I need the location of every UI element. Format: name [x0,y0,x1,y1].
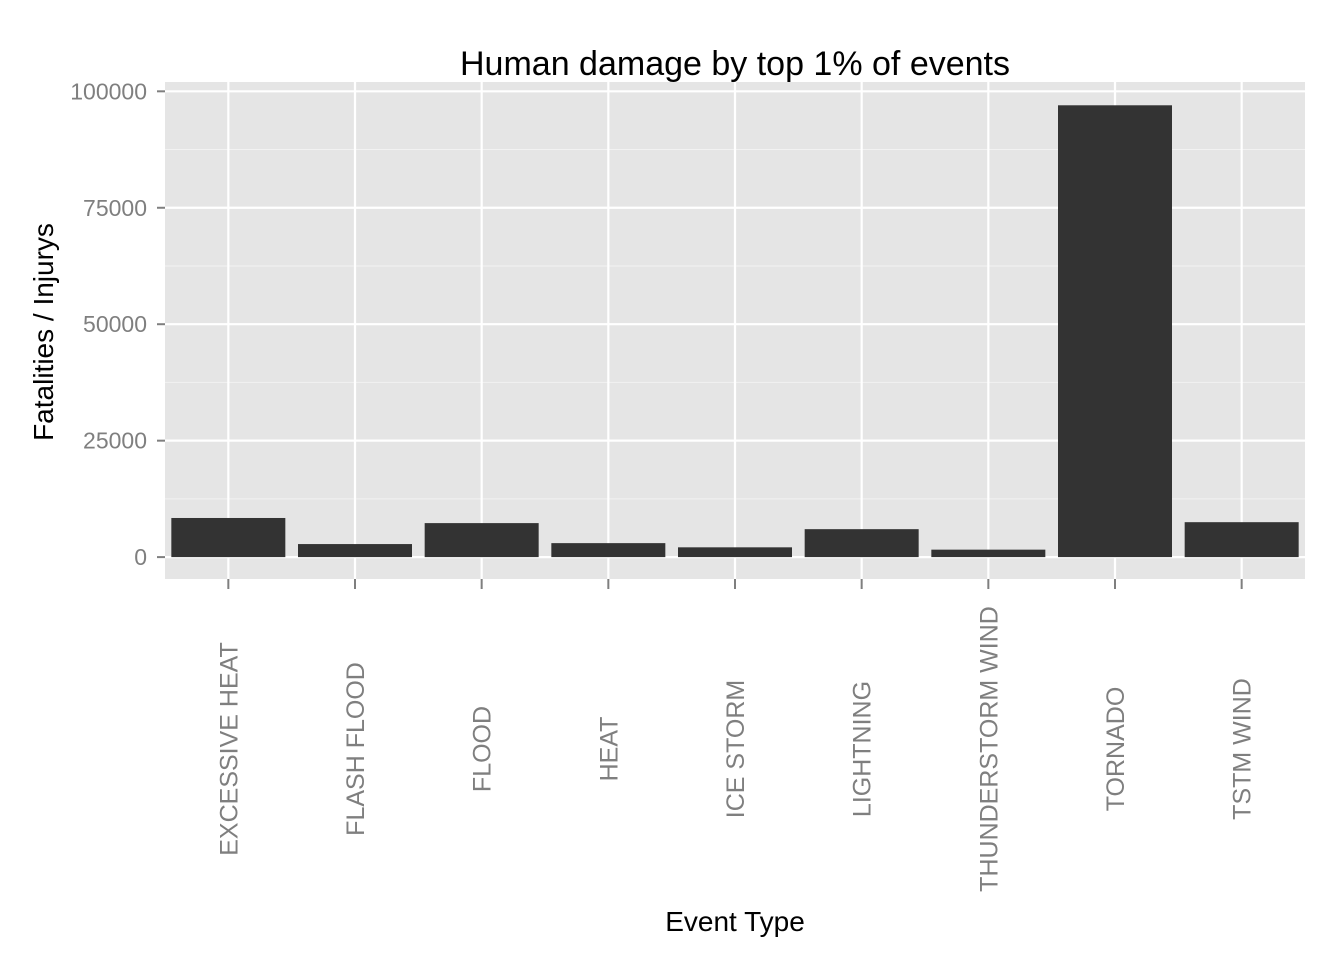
x-tick-label: FLASH FLOOD [342,662,370,836]
y-tick-label: 0 [134,544,147,570]
bar [1058,105,1172,558]
x-axis: EXCESSIVE HEAT FLASH FLOOD FLOOD HEAT ICE ST… [215,579,1257,892]
x-tick-label: THUNDERSTORM WIND [975,606,1003,892]
y-tick-label: 75000 [83,195,147,221]
x-tick-label: LIGHTNING [849,681,877,817]
bar [424,523,539,558]
x-tick-label: TORNADO [1102,687,1130,812]
x-tick-label: HEAT [595,717,623,782]
chart-title: Human damage by top 1% of events [460,45,1010,83]
x-tick-label: FLOOD [469,706,497,792]
y-tick-label: 100000 [70,78,147,104]
y-tick-label: 25000 [83,428,147,454]
x-axis-title: Event Type [665,906,805,937]
x-tick-label: ICE STORM [722,680,750,818]
x-tick-label: TSTM WIND [1229,678,1257,820]
x-tick-label: EXCESSIVE HEAT [215,642,243,856]
bar [171,517,286,558]
bar [804,529,919,558]
bar [931,549,1046,558]
bar [1184,522,1299,558]
y-tick-label: 50000 [83,311,147,337]
y-axis-title: Fatalities / Injurys [28,223,59,441]
bars [171,105,1299,558]
bar [551,543,666,558]
y-axis: 0 25000 50000 75000 100000 [70,78,165,570]
bar [298,544,412,558]
bar [678,547,792,558]
